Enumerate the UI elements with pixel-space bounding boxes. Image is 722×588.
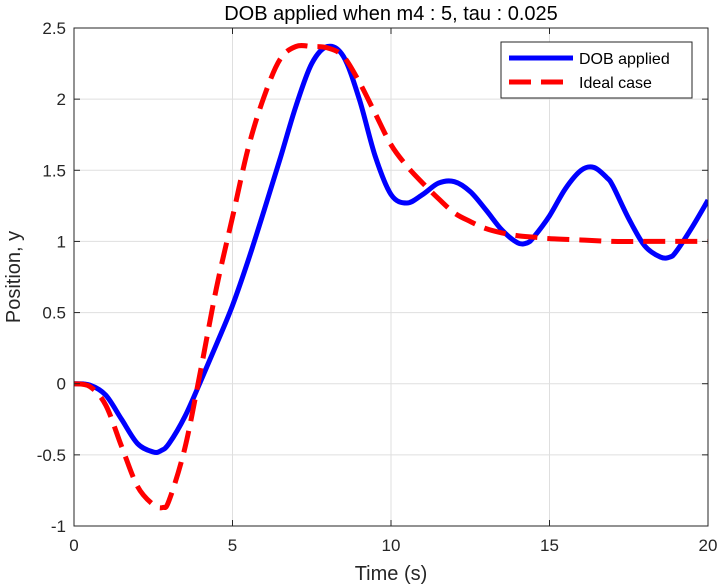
legend: DOB applied Ideal case xyxy=(500,41,693,99)
x-tick-label: 5 xyxy=(228,536,237,555)
series-layer xyxy=(74,42,708,511)
y-axis-title: Position, y xyxy=(3,231,25,323)
plot-area xyxy=(74,42,708,511)
x-axis-title: Time (s) xyxy=(355,563,428,585)
chart-title: DOB applied when m4 : 5, tau : 0.025 xyxy=(224,3,558,25)
legend-box xyxy=(500,41,693,99)
x-tick-label: 0 xyxy=(69,536,78,555)
y-tick-label: 2.5 xyxy=(42,19,66,38)
x-tick-label: 15 xyxy=(540,536,559,555)
series-line-ideal-case xyxy=(74,42,708,511)
y-tick-label: 0.5 xyxy=(42,304,66,323)
y-tick-label: -0.5 xyxy=(37,446,66,465)
legend-label-dob-applied: DOB applied xyxy=(579,51,670,68)
y-tick-label: 1 xyxy=(57,232,66,251)
x-tick-label: 20 xyxy=(699,536,718,555)
y-tick-label: 1.5 xyxy=(42,161,66,180)
y-tick-label: -1 xyxy=(51,517,66,536)
y-tick-label: 0 xyxy=(57,375,66,394)
y-tick-label: 2 xyxy=(57,90,66,109)
series-line-dob-applied xyxy=(74,43,708,455)
ticks: 0 5 10 15 20 -1 -0.5 0 0.5 1 1.5 2 2.5 xyxy=(37,19,718,555)
x-tick-label: 10 xyxy=(382,536,401,555)
legend-label-ideal-case: Ideal case xyxy=(579,75,652,92)
